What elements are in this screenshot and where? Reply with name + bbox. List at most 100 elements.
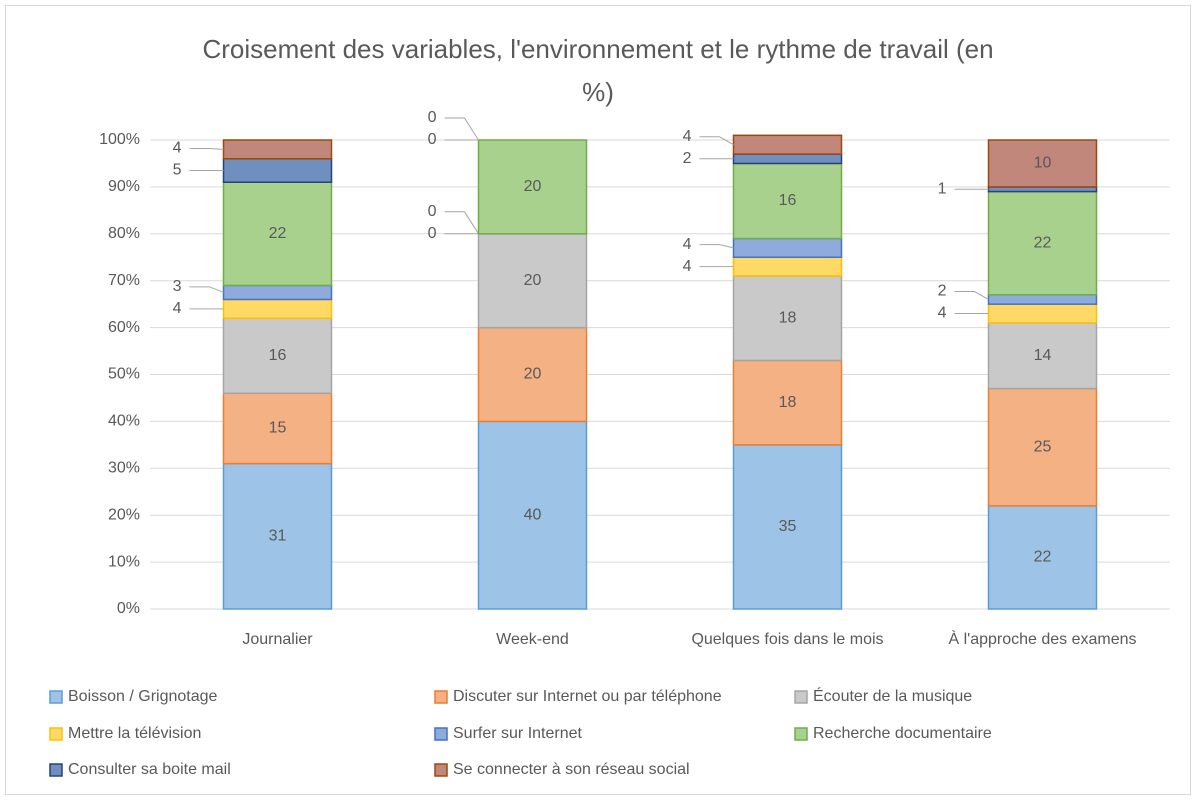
legend-swatch [434, 690, 448, 704]
bar-segment [222, 298, 333, 319]
legend-label: Discuter sur Internet ou par téléphone [453, 688, 722, 705]
bar-segment [477, 420, 588, 610]
data-label: 4 [683, 258, 692, 275]
data-label: 22 [1034, 234, 1052, 251]
legend-swatch [434, 763, 448, 777]
data-label: 35 [779, 518, 797, 535]
legend-label: Consulter sa boite mail [68, 761, 231, 778]
y-tick-label: 100% [99, 131, 140, 148]
bar-segment [732, 275, 843, 362]
x-tick-label: À l'approche des examens [948, 629, 1136, 648]
legend-swatch [794, 690, 808, 704]
data-label: 16 [269, 347, 287, 364]
y-tick-label: 50% [108, 366, 140, 383]
leader-line [189, 147, 224, 150]
legend-label: Boisson / Grignotage [68, 688, 218, 705]
data-label: 22 [269, 225, 287, 242]
data-label: 25 [1034, 438, 1052, 455]
data-label: 4 [683, 128, 692, 145]
y-tick-label: 70% [108, 272, 140, 289]
legend-label: Mettre la télévision [68, 725, 201, 742]
bar-segment [732, 444, 843, 610]
leader-line [699, 244, 734, 249]
bar-segment [477, 139, 588, 235]
data-label: 1 [938, 180, 947, 197]
data-label: 4 [683, 236, 692, 253]
bar-segment [222, 158, 333, 183]
leader-line [699, 136, 734, 146]
y-tick-label: 40% [108, 413, 140, 430]
legend-swatch [434, 727, 448, 741]
bar-segment [222, 284, 333, 301]
leader-line [189, 286, 224, 293]
data-label: 4 [938, 305, 947, 322]
data-label: 0 [428, 225, 437, 242]
chart-border [5, 5, 1191, 795]
data-label: 3 [173, 278, 182, 295]
bar-segment [222, 139, 333, 160]
bar-segment [732, 359, 843, 446]
leader-line [444, 117, 479, 141]
bar-segment [222, 181, 333, 287]
bar-segment [732, 134, 843, 155]
bar-segment [987, 303, 1098, 324]
y-tick-label: 10% [108, 553, 140, 570]
bar-segment [987, 139, 1098, 188]
y-tick-label: 0% [117, 600, 140, 617]
data-label: 20 [524, 272, 542, 289]
y-tick-label: 80% [108, 225, 140, 242]
y-tick-label: 90% [108, 178, 140, 195]
legend-label: Se connecter à son réseau social [453, 761, 690, 778]
data-label: 0 [428, 131, 437, 148]
y-tick-label: 60% [108, 319, 140, 336]
leader-line [444, 211, 479, 235]
data-label: 0 [428, 203, 437, 220]
data-label: 4 [173, 300, 182, 317]
data-label: 31 [269, 528, 287, 545]
legend-swatch [49, 690, 63, 704]
data-label: 2 [938, 283, 947, 300]
y-tick-label: 30% [108, 460, 140, 477]
legend-label: Recherche documentaire [813, 725, 992, 742]
data-label: 16 [779, 192, 797, 209]
data-label: 15 [269, 420, 287, 437]
y-tick-label: 20% [108, 506, 140, 523]
bar-segment [987, 190, 1098, 296]
data-label: 22 [1034, 549, 1052, 566]
legend-swatch [49, 763, 63, 777]
bar-segment [222, 317, 333, 395]
data-label: 0 [428, 109, 437, 126]
bar-segment [732, 256, 843, 277]
bar-segment [732, 153, 843, 165]
legend-swatch [794, 727, 808, 741]
bar-segment [987, 387, 1098, 507]
bar-segment [732, 237, 843, 259]
bar-segment [477, 326, 588, 423]
x-tick-label: Week-end [496, 631, 569, 648]
leader-line [954, 291, 989, 300]
x-tick-label: Quelques fois dans le mois [691, 631, 883, 648]
data-label: 4 [173, 140, 182, 157]
data-label: 5 [173, 162, 182, 179]
bar-segment [987, 294, 1098, 305]
chart-title: Croisement des variables, l'environnemen… [202, 34, 994, 107]
data-label: 14 [1034, 347, 1052, 364]
data-label: 18 [779, 394, 797, 411]
data-label: 18 [779, 309, 797, 326]
data-label: 2 [683, 150, 692, 167]
data-label: 20 [524, 366, 542, 383]
bar-segment [732, 162, 843, 240]
x-tick-label: Journalier [242, 631, 313, 648]
data-label: 40 [524, 506, 542, 523]
bar-segment [987, 322, 1098, 390]
data-label: 10 [1034, 155, 1052, 172]
legend-label: Écouter de la musique [813, 686, 972, 705]
data-label: 20 [524, 178, 542, 195]
legend-swatch [49, 727, 63, 741]
bar-segment [222, 392, 333, 465]
bar-segment [477, 233, 588, 329]
bar-segment [222, 462, 333, 610]
legend-label: Surfer sur Internet [453, 725, 583, 742]
